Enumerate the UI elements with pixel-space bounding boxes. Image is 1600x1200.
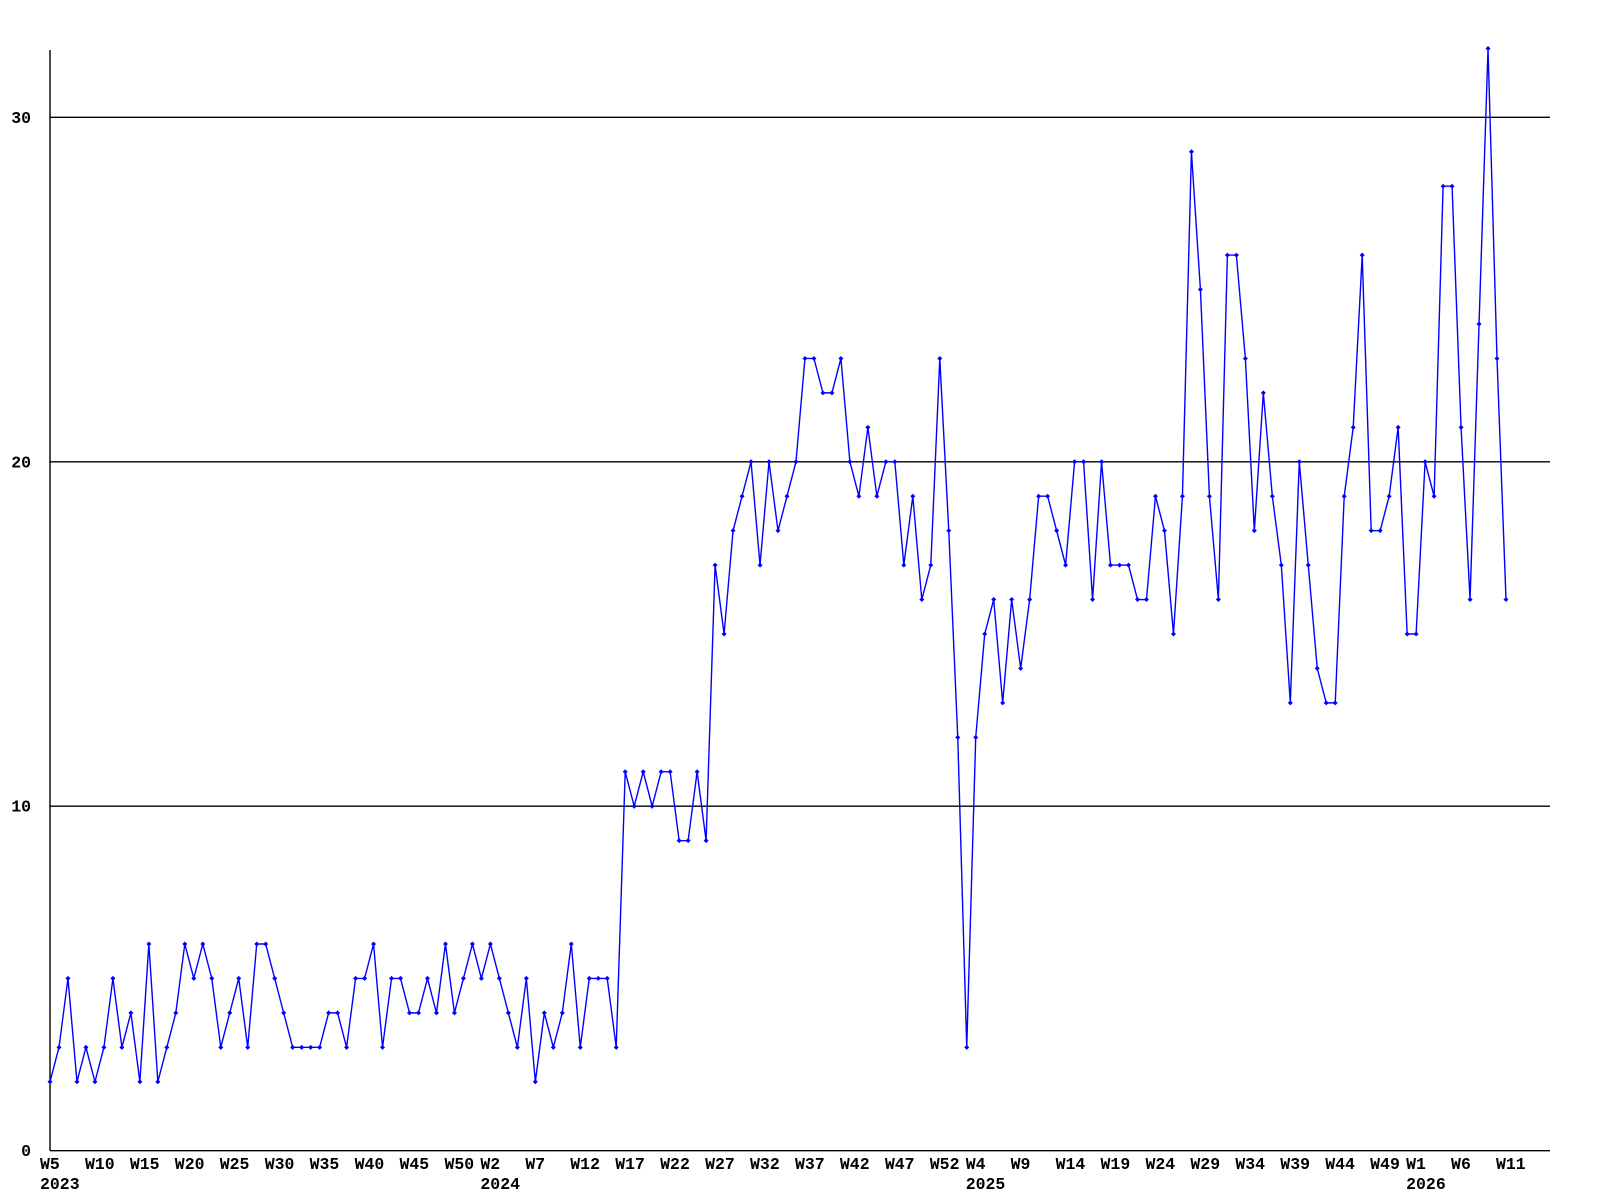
- svg-text:W52: W52: [930, 1155, 960, 1174]
- svg-text:2026: 2026: [1406, 1175, 1446, 1194]
- svg-text:W37: W37: [795, 1155, 825, 1174]
- svg-text:W34: W34: [1235, 1155, 1265, 1174]
- svg-text:W35: W35: [310, 1155, 340, 1174]
- svg-text:W39: W39: [1280, 1155, 1310, 1174]
- svg-text:30: 30: [11, 109, 31, 128]
- svg-text:W24: W24: [1145, 1155, 1175, 1174]
- svg-text:W19: W19: [1101, 1155, 1131, 1174]
- svg-text:W20: W20: [175, 1155, 205, 1174]
- svg-text:10: 10: [11, 798, 31, 817]
- svg-text:W50: W50: [444, 1155, 474, 1174]
- svg-text:2024: 2024: [480, 1175, 520, 1194]
- svg-text:W40: W40: [355, 1155, 385, 1174]
- svg-text:W9: W9: [1011, 1155, 1031, 1174]
- svg-text:W25: W25: [220, 1155, 250, 1174]
- svg-text:W7: W7: [525, 1155, 545, 1174]
- svg-text:W14: W14: [1056, 1155, 1086, 1174]
- svg-text:W4: W4: [966, 1155, 986, 1174]
- svg-text:W29: W29: [1190, 1155, 1220, 1174]
- svg-text:W42: W42: [840, 1155, 870, 1174]
- svg-text:W27: W27: [705, 1155, 735, 1174]
- svg-text:W47: W47: [885, 1155, 915, 1174]
- svg-text:W44: W44: [1325, 1155, 1355, 1174]
- svg-text:W45: W45: [400, 1155, 430, 1174]
- svg-text:W30: W30: [265, 1155, 295, 1174]
- svg-text:W22: W22: [660, 1155, 690, 1174]
- svg-text:W12: W12: [570, 1155, 600, 1174]
- svg-text:W10: W10: [85, 1155, 115, 1174]
- svg-text:W15: W15: [130, 1155, 160, 1174]
- svg-text:2025: 2025: [966, 1175, 1006, 1194]
- svg-text:2023: 2023: [40, 1175, 80, 1194]
- svg-text:W49: W49: [1370, 1155, 1400, 1174]
- svg-text:W1: W1: [1406, 1155, 1426, 1174]
- svg-text:W32: W32: [750, 1155, 780, 1174]
- svg-text:W5: W5: [40, 1155, 60, 1174]
- svg-text:0: 0: [21, 1142, 31, 1161]
- svg-text:20: 20: [11, 453, 31, 472]
- svg-text:W2: W2: [480, 1155, 500, 1174]
- svg-text:W6: W6: [1451, 1155, 1471, 1174]
- svg-text:W11: W11: [1496, 1155, 1526, 1174]
- svg-text:W17: W17: [615, 1155, 645, 1174]
